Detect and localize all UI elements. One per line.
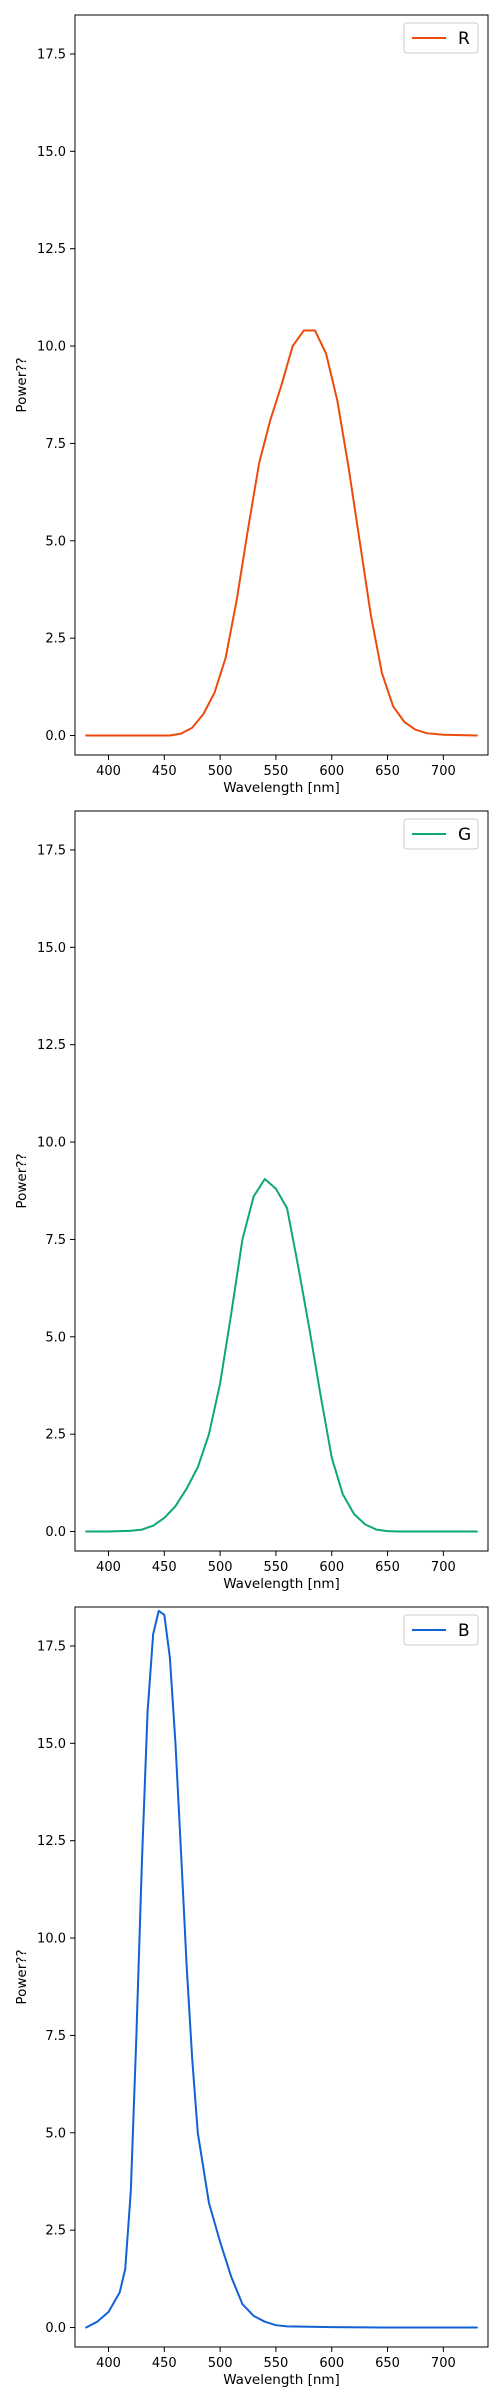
y-tick-label: 12.5 (37, 1834, 66, 1849)
x-tick-label: 550 (264, 764, 289, 779)
x-axis-title: Wavelength [nm] (223, 780, 340, 796)
y-tick-label: 5.0 (45, 1330, 66, 1345)
series-line-B (85, 1609, 478, 2329)
x-axis-title: Wavelength [nm] (223, 1576, 340, 1592)
x-tick-label: 450 (152, 2356, 177, 2371)
axes-frame (74, 810, 489, 1552)
x-tick-label: 500 (208, 1560, 233, 1575)
axes-frame (74, 14, 489, 756)
y-tick-label: 12.5 (37, 1038, 66, 1053)
legend-label-B: B (458, 1621, 470, 1641)
y-tick-label: 5.0 (45, 534, 66, 549)
y-tick-label: 10.0 (37, 1932, 66, 1947)
x-tick-label: 650 (375, 764, 400, 779)
panel-G: 400 450 500 550 600 650 700 0.0 2.5 5.0 7.5 10.0 12.… (14, 810, 489, 1592)
y-tick-label: 15.0 (37, 145, 66, 160)
x-tick-label: 500 (208, 764, 233, 779)
x-tick-label: 650 (375, 1560, 400, 1575)
y-tick-label: 12.5 (37, 242, 66, 257)
y-tick-label: 0.0 (45, 729, 66, 744)
legend-label-G: G (458, 825, 471, 845)
y-tick-label: 15.0 (37, 941, 66, 956)
y-axis-title: Power?? (14, 1153, 30, 1208)
x-tick-label: 500 (208, 2356, 233, 2371)
y-tick-label: 17.5 (37, 47, 66, 62)
x-tick-label: 450 (152, 764, 177, 779)
x-tick-label: 400 (96, 764, 121, 779)
y-tick-label: 0.0 (45, 1525, 66, 1540)
y-axis-title: Power?? (14, 1949, 30, 2004)
x-tick-label: 550 (264, 2356, 289, 2371)
y-tick-label: 7.5 (45, 1233, 66, 1248)
y-tick-label: 17.5 (37, 1639, 66, 1654)
x-tick-label: 600 (319, 1560, 344, 1575)
x-tick-label: 400 (96, 1560, 121, 1575)
y-tick-label: 2.5 (45, 2224, 66, 2239)
panel-R: 400 450 500 550 600 650 700 0.0 2.5 5.0 7.5 10.0 12.… (14, 14, 489, 796)
y-tick-label: 10.0 (37, 1136, 66, 1151)
x-tick-label: 450 (152, 1560, 177, 1575)
x-tick-label: 400 (96, 2356, 121, 2371)
y-tick-label: 7.5 (45, 2029, 66, 2044)
series-line-G (85, 1178, 478, 1533)
x-tick-label: 550 (264, 1560, 289, 1575)
y-axis-title: Power?? (14, 357, 30, 412)
y-tick-label: 0.0 (45, 2321, 66, 2336)
y-tick-label: 2.5 (45, 632, 66, 647)
series-line-R (85, 329, 478, 737)
y-tick-label: 5.0 (45, 2126, 66, 2141)
x-tick-label: 650 (375, 2356, 400, 2371)
y-tick-label: 7.5 (45, 437, 66, 452)
x-axis-title: Wavelength [nm] (223, 2372, 340, 2388)
y-tick-label: 10.0 (37, 340, 66, 355)
y-tick-label: 2.5 (45, 1428, 66, 1443)
legend: G (403, 818, 479, 850)
x-tick-label: 700 (431, 764, 456, 779)
y-tick-label: 17.5 (37, 843, 66, 858)
axes-frame (74, 1606, 489, 2348)
x-tick-label: 700 (431, 1560, 456, 1575)
legend-label-R: R (458, 29, 470, 49)
y-tick-label: 15.0 (37, 1737, 66, 1752)
legend: R (403, 22, 479, 54)
panel-B: 400 450 500 550 600 650 700 0.0 2.5 5.0 7.5 10.0 12.… (14, 1606, 489, 2388)
legend: B (403, 1614, 479, 1646)
x-tick-label: 600 (319, 2356, 344, 2371)
x-tick-label: 600 (319, 764, 344, 779)
x-tick-label: 700 (431, 2356, 456, 2371)
